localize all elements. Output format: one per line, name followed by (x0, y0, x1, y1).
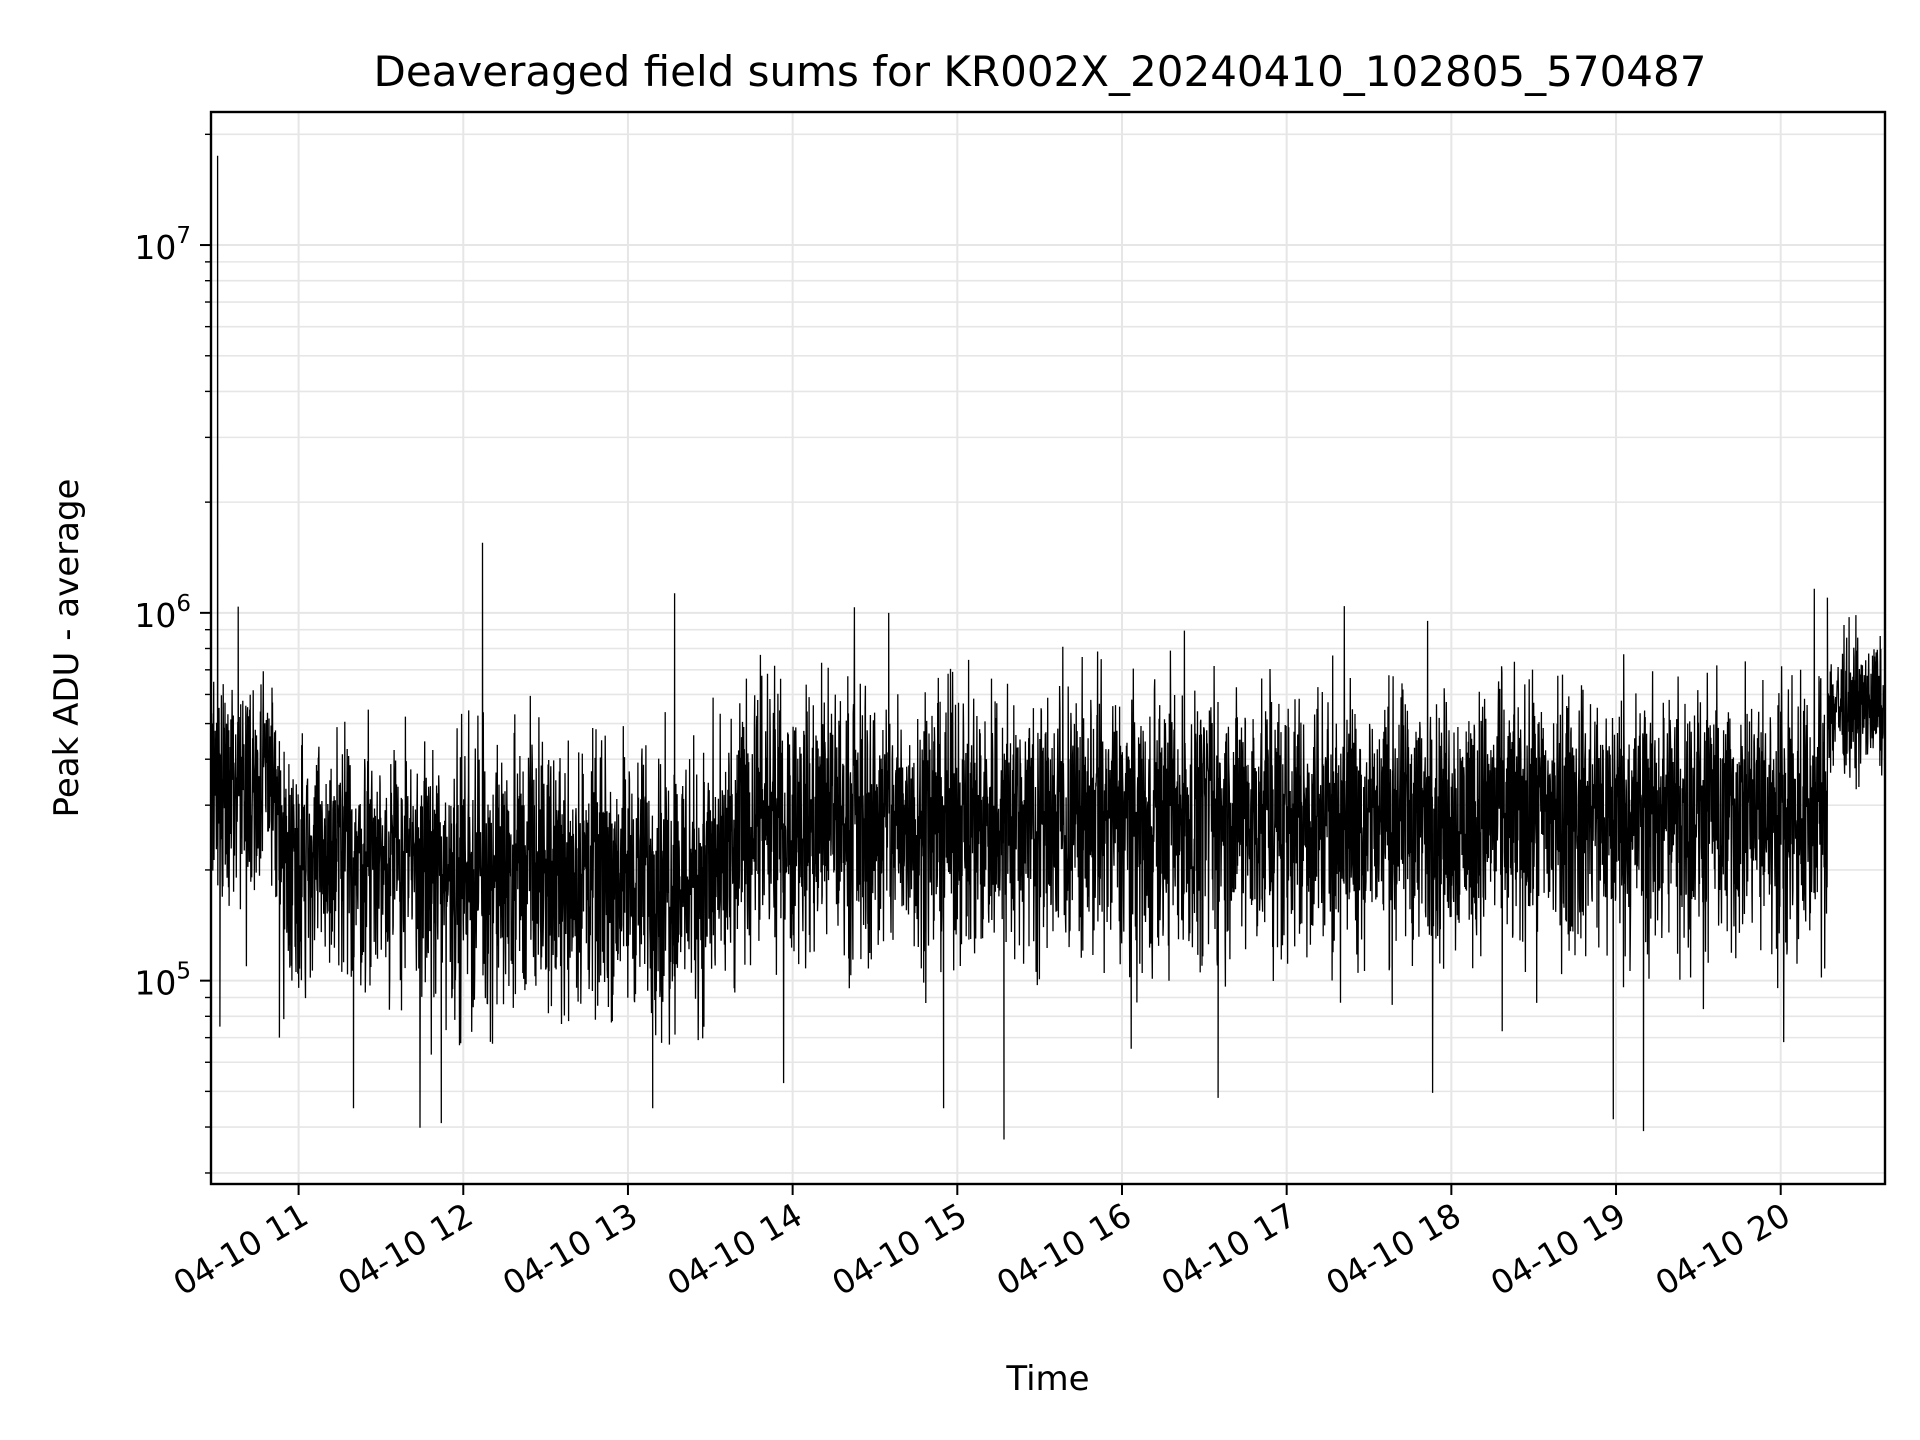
y-tick-label: 107 (134, 223, 191, 267)
series-layer (211, 155, 1885, 1140)
series-line (211, 155, 1885, 1140)
y-axis: 105 106 107 (134, 133, 211, 1174)
y-axis-label: Peak ADU - average (47, 479, 87, 818)
y-tick-label: 105 (134, 959, 191, 1003)
chart-title: Deaveraged field sums for KR002X_2024041… (374, 47, 1707, 96)
y-tick-label: 106 (134, 591, 191, 635)
x-axis-label: Time (1005, 1359, 1089, 1399)
